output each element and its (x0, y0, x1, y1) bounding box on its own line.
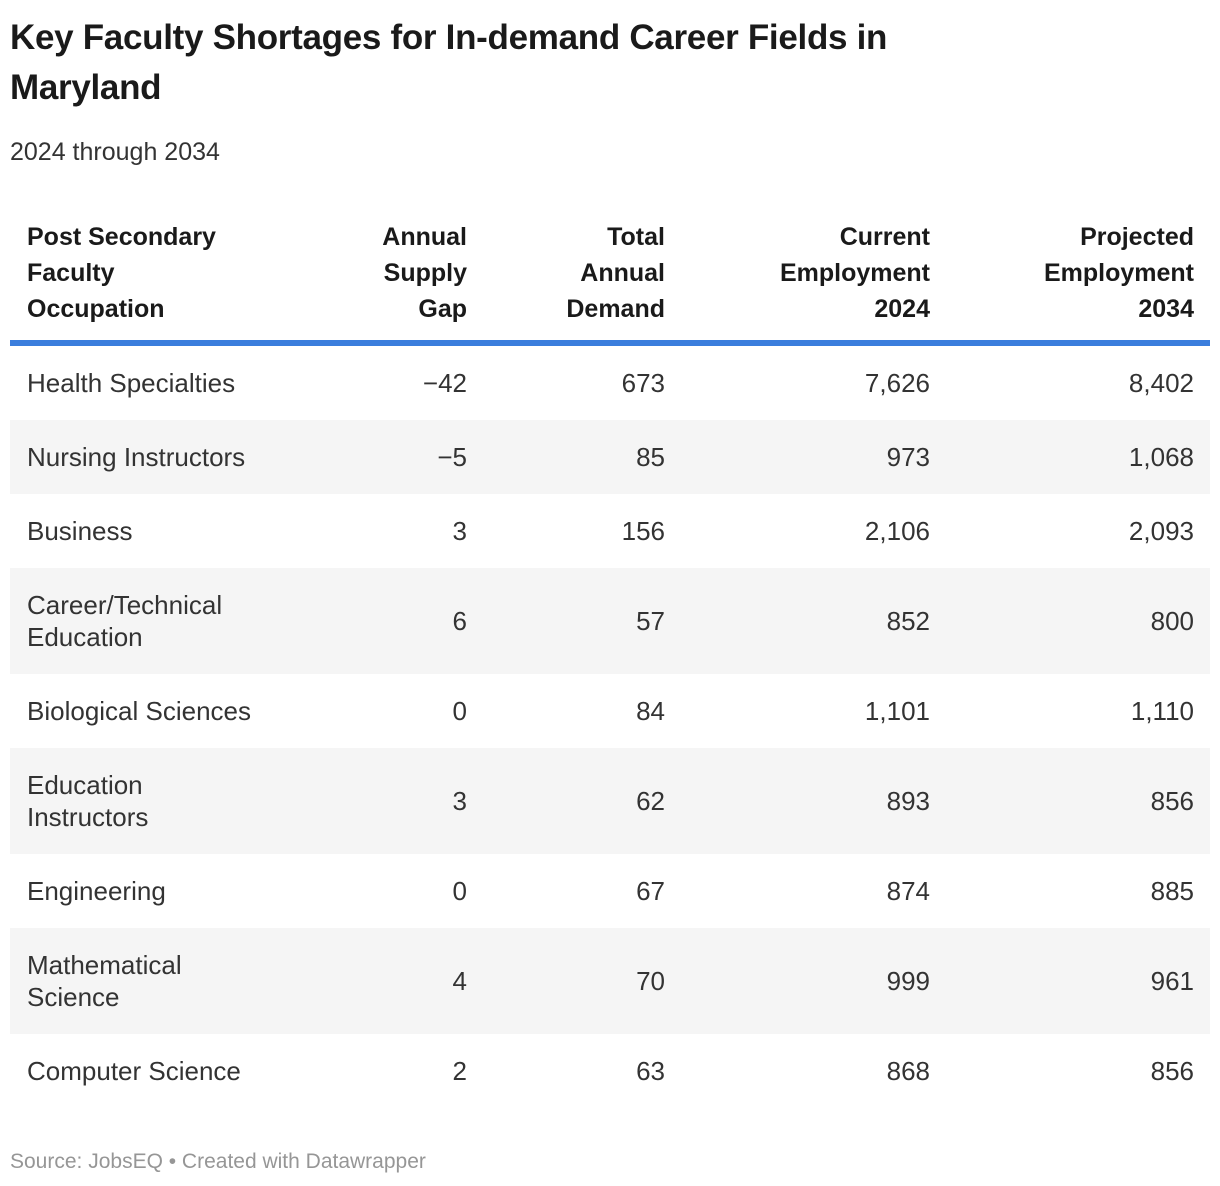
column-header-occupation: Post Secondary Faculty Occupation (10, 219, 310, 346)
cell-occupation: Engineering (27, 876, 166, 906)
cell-total-annual-demand: 57 (636, 606, 665, 636)
table-body: Health Specialties −42 673 7,626 8,402 Nursin… (10, 343, 1210, 1108)
cell-projected-employment-2034: 856 (1150, 1056, 1194, 1086)
cell-projected-employment-2034: 800 (1150, 606, 1194, 636)
cell-projected-employment-2034: 885 (1150, 876, 1194, 906)
cell-annual-supply-gap: 3 (452, 786, 467, 816)
cell-current-employment-2024: 874 (886, 876, 930, 906)
cell-total-annual-demand: 156 (621, 516, 665, 546)
cell-annual-supply-gap: 0 (452, 696, 467, 726)
cell-current-employment-2024: 1,101 (864, 696, 930, 726)
cell-projected-employment-2034: 2,093 (1128, 516, 1194, 546)
cell-occupation: Health Specialties (27, 368, 236, 398)
cell-annual-supply-gap: 6 (452, 606, 467, 636)
table-row: Health Specialties −42 673 7,626 8,402 (10, 343, 1210, 420)
cell-occupation: Career/Technical Education (27, 590, 223, 652)
cell-total-annual-demand: 85 (636, 442, 665, 472)
cell-annual-supply-gap: 2 (452, 1056, 467, 1086)
cell-annual-supply-gap: −42 (422, 368, 467, 398)
column-header-projected-employment-2034: Projected Employment 2034 (946, 219, 1210, 346)
cell-current-employment-2024: 999 (886, 966, 930, 996)
cell-annual-supply-gap: 0 (452, 876, 467, 906)
faculty-shortage-table: Post Secondary Faculty Occupation Annual… (10, 219, 1210, 1108)
cell-occupation: Biological Sciences (27, 696, 252, 726)
table-row: Computer Science 2 63 868 856 (10, 1034, 1210, 1108)
cell-current-employment-2024: 973 (886, 442, 930, 472)
cell-total-annual-demand: 62 (636, 786, 665, 816)
cell-projected-employment-2034: 856 (1150, 786, 1194, 816)
column-header-total-annual-demand: Total Annual Demand (483, 219, 681, 346)
cell-current-employment-2024: 893 (886, 786, 930, 816)
table-header-row: Post Secondary Faculty Occupation Annual… (10, 219, 1210, 346)
cell-annual-supply-gap: −5 (437, 442, 467, 472)
column-header-annual-supply-gap: Annual Supply Gap (310, 219, 483, 346)
cell-occupation: Education Instructors (27, 770, 149, 832)
cell-projected-employment-2034: 1,068 (1128, 442, 1194, 472)
cell-occupation: Mathematical Science (27, 950, 182, 1012)
chart-title: Key Faculty Shortages for In-demand Care… (10, 18, 888, 107)
cell-occupation: Computer Science (27, 1056, 241, 1086)
cell-annual-supply-gap: 3 (452, 516, 467, 546)
cell-current-employment-2024: 2,106 (864, 516, 930, 546)
cell-annual-supply-gap: 4 (452, 966, 467, 996)
cell-occupation: Nursing Instructors (27, 442, 246, 472)
table-row: Mathematical Science 4 70 999 961 (10, 928, 1210, 1034)
chart-subtitle: 2024 through 2034 (10, 138, 220, 166)
cell-projected-employment-2034: 961 (1150, 966, 1194, 996)
source-attribution: Source: JobsEQ • Created with Datawrappe… (10, 1150, 426, 1173)
cell-total-annual-demand: 63 (636, 1056, 665, 1086)
table-row: Biological Sciences 0 84 1,101 1,110 (10, 674, 1210, 748)
cell-total-annual-demand: 70 (636, 966, 665, 996)
cell-current-employment-2024: 7,626 (864, 368, 930, 398)
column-header-current-employment-2024: Current Employment 2024 (681, 219, 946, 346)
cell-projected-employment-2034: 8,402 (1128, 368, 1194, 398)
cell-total-annual-demand: 673 (621, 368, 665, 398)
cell-occupation: Business (27, 516, 133, 546)
table-row: Nursing Instructors −5 85 973 1,068 (10, 420, 1210, 494)
table-row: Engineering 0 67 874 885 (10, 854, 1210, 928)
cell-projected-employment-2034: 1,110 (1130, 696, 1194, 726)
cell-current-employment-2024: 852 (886, 606, 930, 636)
cell-current-employment-2024: 868 (886, 1056, 930, 1086)
table-row: Education Instructors 3 62 893 856 (10, 748, 1210, 854)
cell-total-annual-demand: 67 (636, 876, 665, 906)
cell-total-annual-demand: 84 (636, 696, 665, 726)
table-row: Business 3 156 2,106 2,093 (10, 494, 1210, 568)
table-row: Career/Technical Education 6 57 852 800 (10, 568, 1210, 674)
